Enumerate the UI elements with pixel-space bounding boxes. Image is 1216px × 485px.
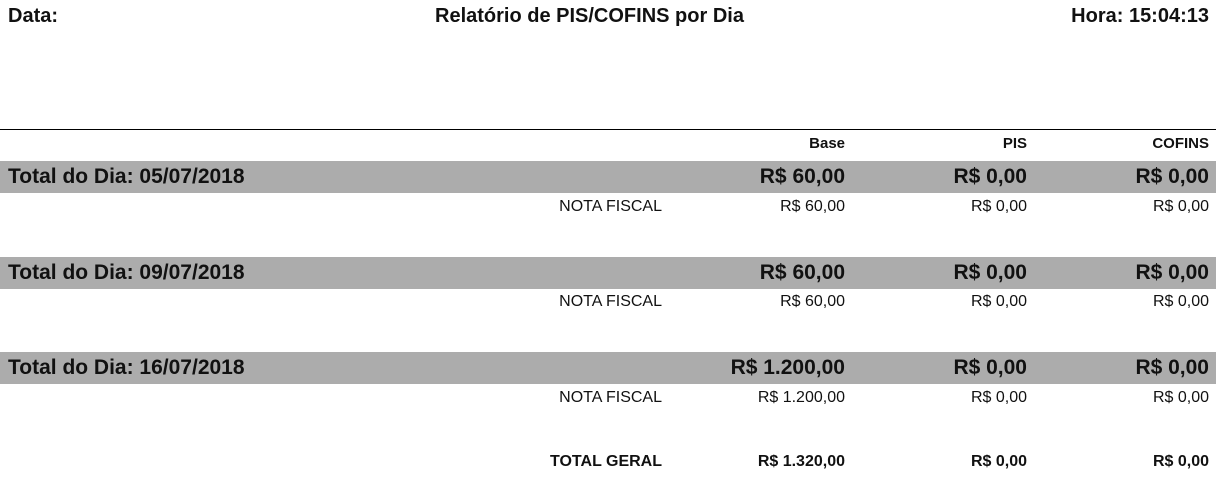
grand-total-pis: R$ 0,00 [970, 453, 1027, 470]
detail-base: R$ 60,00 [780, 198, 845, 215]
day-pis: R$ 0,00 [953, 356, 1027, 379]
day-total-bar: Total do Dia: 16/07/2018 R$ 1.200,00 R$ … [0, 352, 1216, 384]
day-pis: R$ 0,00 [953, 165, 1027, 188]
detail-cofins: R$ 0,00 [1152, 198, 1209, 215]
report-title: Relatório de PIS/COFINS por Dia [435, 5, 744, 27]
day-base: R$ 60,00 [759, 165, 845, 188]
day-total-bar: Total do Dia: 09/07/2018 R$ 60,00 R$ 0,0… [0, 257, 1216, 289]
day-cofins: R$ 0,00 [1135, 261, 1209, 284]
detail-pis: R$ 0,00 [970, 198, 1027, 215]
detail-row: NOTA FISCAL R$ 60,00 R$ 0,00 R$ 0,00 [0, 196, 1216, 220]
column-header-pis: PIS [1002, 135, 1027, 152]
column-header-cofins: COFINS [1152, 135, 1209, 152]
detail-row: NOTA FISCAL R$ 60,00 R$ 0,00 R$ 0,00 [0, 291, 1216, 315]
time-label: Hora: 15:04:13 [1071, 5, 1209, 27]
day-label: Total do Dia: 09/07/2018 [8, 261, 245, 284]
column-header-base: Base [809, 135, 845, 152]
date-label: Data: [8, 5, 59, 27]
detail-label: NOTA FISCAL [559, 198, 662, 215]
day-pis: R$ 0,00 [953, 261, 1027, 284]
detail-base: R$ 1.200,00 [757, 389, 845, 406]
day-cofins: R$ 0,00 [1135, 356, 1209, 379]
header-divider [0, 129, 1216, 130]
detail-cofins: R$ 0,00 [1152, 389, 1209, 406]
detail-cofins: R$ 0,00 [1152, 293, 1209, 310]
detail-pis: R$ 0,00 [970, 389, 1027, 406]
day-label: Total do Dia: 05/07/2018 [8, 165, 245, 188]
day-base: R$ 1.200,00 [730, 356, 845, 379]
grand-total-cofins: R$ 0,00 [1152, 453, 1209, 470]
detail-row: NOTA FISCAL R$ 1.200,00 R$ 0,00 R$ 0,00 [0, 387, 1216, 411]
grand-total-row: TOTAL GERAL R$ 1.320,00 R$ 0,00 R$ 0,00 [0, 451, 1216, 475]
detail-pis: R$ 0,00 [970, 293, 1027, 310]
detail-label: NOTA FISCAL [559, 293, 662, 310]
day-total-bar: Total do Dia: 05/07/2018 R$ 60,00 R$ 0,0… [0, 161, 1216, 193]
detail-label: NOTA FISCAL [559, 389, 662, 406]
day-base: R$ 60,00 [759, 261, 845, 284]
grand-total-label: TOTAL GERAL [550, 453, 662, 470]
day-cofins: R$ 0,00 [1135, 165, 1209, 188]
grand-total-base: R$ 1.320,00 [757, 453, 845, 470]
day-label: Total do Dia: 16/07/2018 [8, 356, 245, 379]
detail-base: R$ 60,00 [780, 293, 845, 310]
